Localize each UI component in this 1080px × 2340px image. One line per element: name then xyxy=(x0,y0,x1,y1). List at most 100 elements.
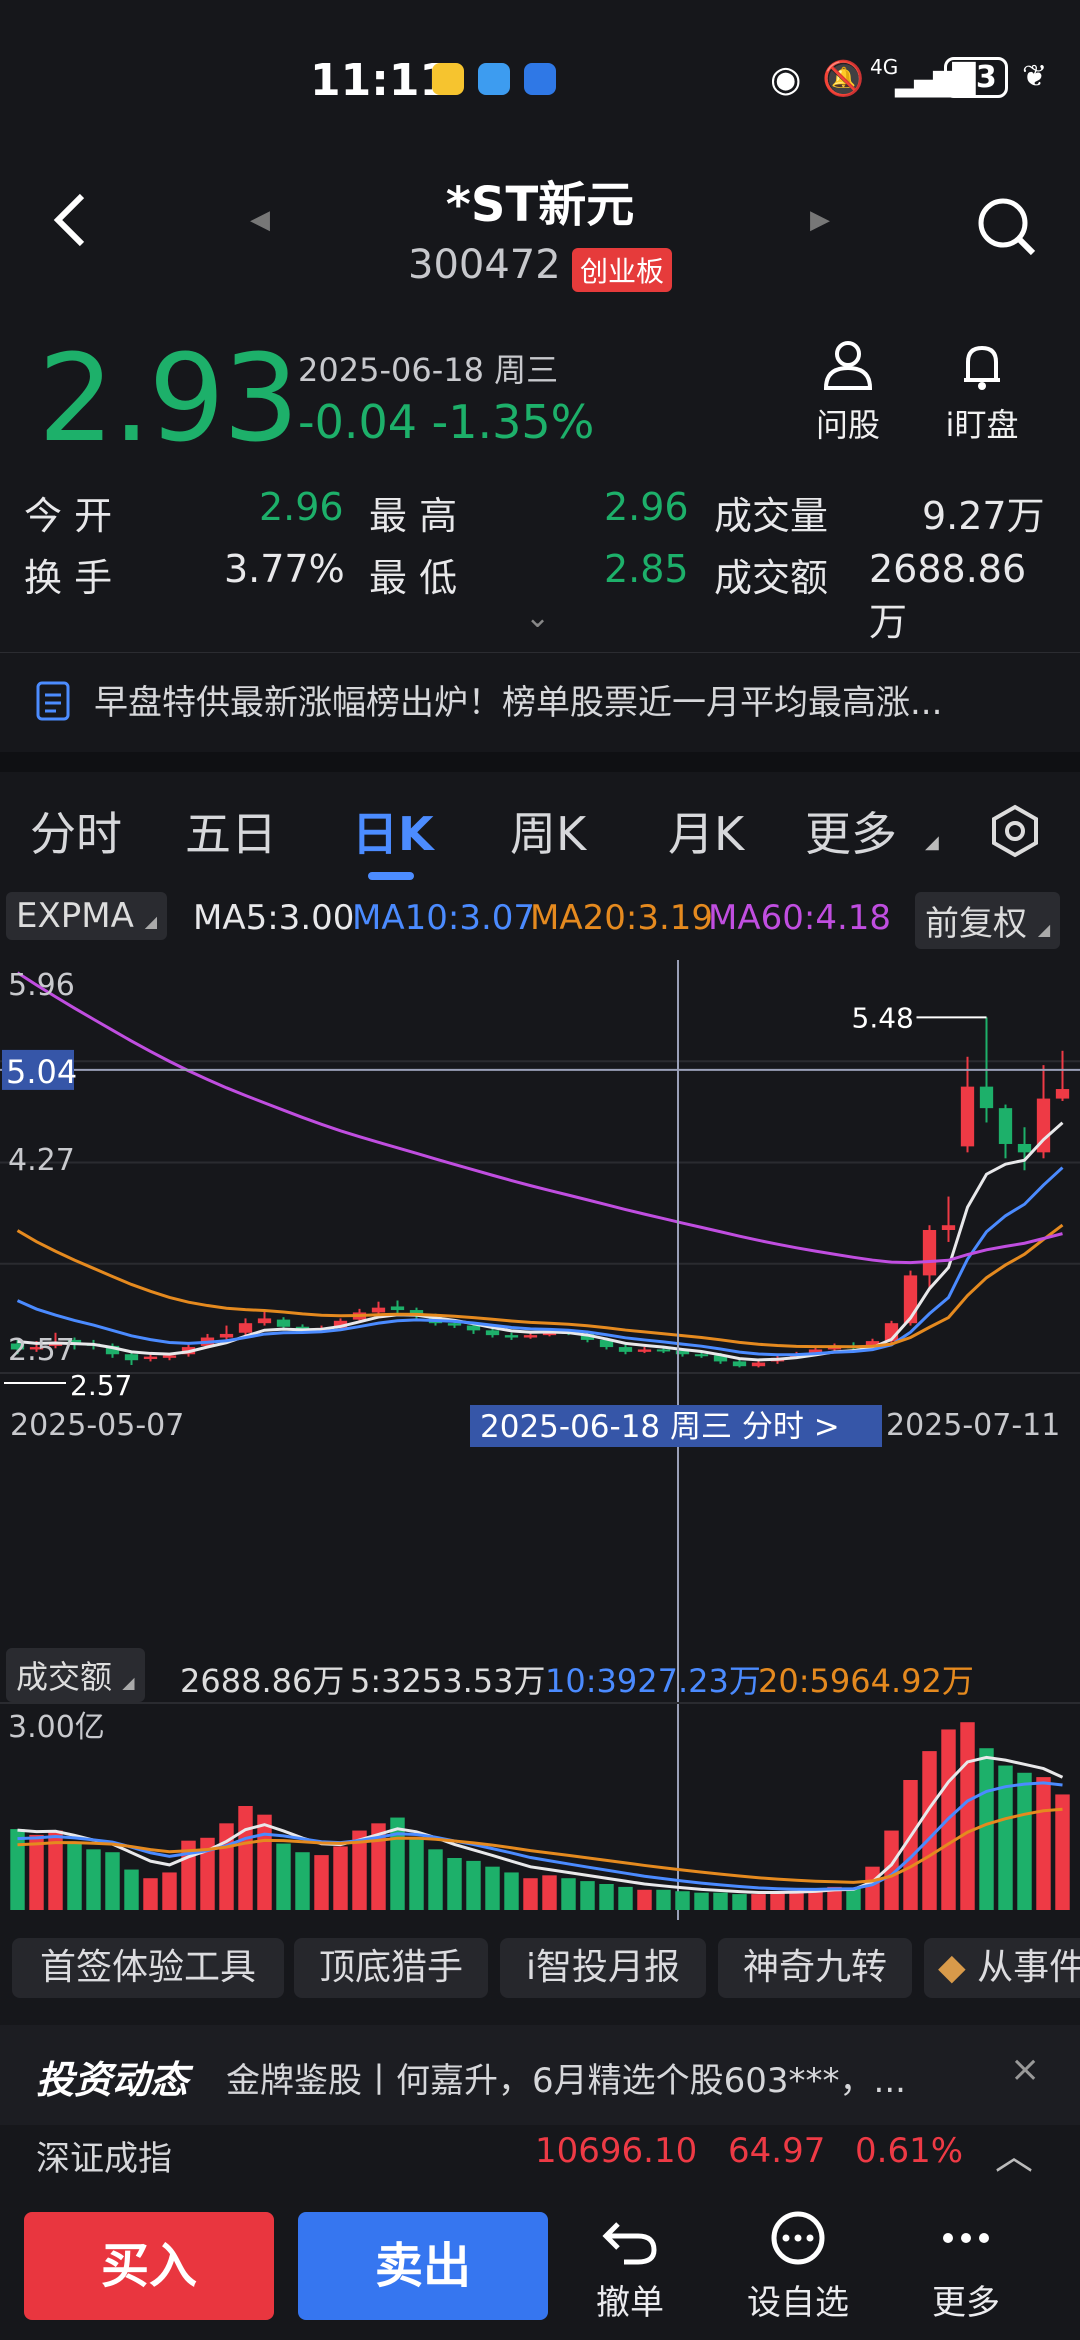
volume-bar xyxy=(979,1748,994,1910)
invest-title: 投资动态 xyxy=(36,2058,189,2102)
tool-button[interactable]: i智投月报 xyxy=(500,1938,706,1998)
sell-button[interactable]: 卖出 xyxy=(298,2212,548,2320)
volume-bar xyxy=(238,1806,253,1910)
dropdown-arrow-icon: ◢ xyxy=(122,1673,135,1692)
open-value: 2.96 xyxy=(259,485,344,529)
candle-body xyxy=(580,1333,595,1340)
chevron-up-icon[interactable]: ︿ xyxy=(995,2134,1034,2178)
volume-bar xyxy=(637,1889,652,1910)
candle-body xyxy=(124,1354,139,1361)
volume-bar xyxy=(903,1780,918,1910)
candle-body xyxy=(637,1349,652,1352)
volume-ma10: 10:3927.23万 xyxy=(545,1662,761,1700)
tab-more[interactable]: 更多 xyxy=(805,807,897,861)
tool-button[interactable]: 首签体验工具 xyxy=(12,1938,284,1998)
amount-value: 2688.86万 xyxy=(869,547,1027,644)
index-percent: 0.61% xyxy=(855,2131,964,2171)
volume-bar xyxy=(105,1852,120,1910)
volume-value: 9.27万 xyxy=(922,494,1045,538)
volume-bar xyxy=(314,1855,329,1910)
app-notification-icon xyxy=(432,63,464,95)
expand-chevron-icon[interactable]: ⌄ xyxy=(525,600,551,635)
board-badge: 创业板 xyxy=(572,248,673,292)
indicator-bar: EXPMA ◢ MA5:3.00 MA10:3.07 MA20:3.19 MA6… xyxy=(0,892,1080,949)
volume-bar xyxy=(219,1823,234,1910)
eye-icon: ◉ xyxy=(770,59,802,100)
ma60-value: MA60:4.18 xyxy=(708,898,892,938)
indicator-select[interactable]: EXPMA ◢ xyxy=(6,892,167,940)
candle-body xyxy=(694,1354,709,1357)
candle-body xyxy=(751,1362,766,1367)
candle-body xyxy=(162,1355,177,1358)
tool-button[interactable]: ◆ 从事件 xyxy=(924,1938,1080,1998)
search-button[interactable] xyxy=(975,195,1039,263)
tab-monthly-k[interactable]: 月K xyxy=(668,807,745,861)
candle-body xyxy=(656,1349,671,1352)
cursor-date-label: 2025-06-18 周三 分时 > xyxy=(480,1409,840,1445)
candle-body xyxy=(390,1306,405,1311)
add-watchlist-button[interactable]: 设自选 xyxy=(728,2210,868,2324)
volume-bar xyxy=(865,1866,880,1910)
undo-icon xyxy=(602,2222,657,2265)
amount-label: 成交额 xyxy=(714,556,829,600)
x-start-label: 2025-05-07 xyxy=(10,1408,184,1443)
cursor-date-box xyxy=(470,1405,882,1447)
candle-body xyxy=(105,1345,120,1355)
back-button[interactable] xyxy=(50,190,90,250)
news-banner[interactable]: 早盘特供最新涨幅榜出炉！榜单股票近一月平均最高涨... xyxy=(0,652,1080,743)
change-percent: -1.35% xyxy=(431,395,595,449)
ask-stock-label: 问股 xyxy=(815,406,880,444)
invest-text: 金牌鉴股丨何嘉升，6月精选个股603***，... xyxy=(226,2061,906,2101)
tab-weekly-k[interactable]: 周K xyxy=(510,807,587,861)
settings-hexagon-icon[interactable] xyxy=(988,804,1042,858)
next-stock-button[interactable]: ▶ xyxy=(810,205,830,235)
candle-body xyxy=(865,1341,880,1349)
tab-intraday[interactable]: 分时 xyxy=(30,807,122,861)
cancel-order-button[interactable]: 撤单 xyxy=(560,2210,700,2324)
index-value: 10696.10 xyxy=(535,2131,698,2171)
change-amount: -0.04 xyxy=(298,395,418,449)
back-arrow-icon xyxy=(53,193,85,247)
tab-daily-k[interactable]: 日K xyxy=(352,807,434,861)
watch-button[interactable]: i盯盘 xyxy=(922,340,1042,446)
volume-indicator-select[interactable]: 成交额 ◢ xyxy=(6,1648,145,1702)
tab-five-day[interactable]: 五日 xyxy=(185,807,277,861)
volume-bar xyxy=(200,1837,215,1910)
volume-bar xyxy=(732,1894,747,1910)
volume-bar xyxy=(162,1872,177,1910)
volume-bar xyxy=(485,1866,500,1910)
ma5-value: MA5:3.00 xyxy=(193,898,355,938)
candle-body xyxy=(29,1347,44,1350)
kline-chart[interactable]: 5.04 5.96 4.27 2.572.57 5.48 2025-05-07 2025-0… xyxy=(0,960,1080,1920)
candle-body xyxy=(371,1307,386,1313)
candle-body xyxy=(808,1349,823,1355)
volume-bar xyxy=(542,1875,557,1910)
volume-label: 成交量 xyxy=(714,494,829,538)
volume-bar xyxy=(770,1892,785,1910)
candle-body xyxy=(1017,1143,1032,1153)
candle-body xyxy=(732,1361,747,1367)
candle-body xyxy=(143,1356,158,1360)
high-marker-label: 5.48 xyxy=(852,1001,914,1034)
high-label: 最 高 xyxy=(369,494,458,538)
buy-button[interactable]: 买入 xyxy=(24,2212,274,2320)
more-button[interactable]: 更多 xyxy=(896,2210,1036,2324)
tool-button[interactable]: 顶底猎手 xyxy=(294,1938,488,1998)
candle-body xyxy=(238,1323,253,1333)
ask-stock-button[interactable]: 问股 xyxy=(788,340,908,446)
cancel-order-label: 撤单 xyxy=(596,2283,664,2323)
close-icon[interactable]: × xyxy=(1010,2049,1041,2090)
candle-body xyxy=(333,1320,348,1328)
adjust-select[interactable]: 前复权 ◢ xyxy=(915,892,1061,949)
candle-body xyxy=(713,1355,728,1362)
invest-news[interactable]: 投资动态 金牌鉴股丨何嘉升，6月精选个股603***，... × xyxy=(0,2025,1080,2125)
volume-bar xyxy=(504,1872,519,1910)
ma20-value: MA20:3.19 xyxy=(530,898,714,938)
index-ticker[interactable]: 深证成指 10696.10 64.97 0.61% ︿ xyxy=(0,2125,1080,2225)
volume-bar xyxy=(48,1830,63,1910)
volume-bar xyxy=(466,1860,481,1910)
prev-stock-button[interactable]: ◀ xyxy=(250,205,270,235)
tool-button[interactable]: 神奇九转 xyxy=(718,1938,912,1998)
stock-code: 300472 xyxy=(408,242,561,288)
index-name: 深证成指 xyxy=(36,2139,172,2179)
